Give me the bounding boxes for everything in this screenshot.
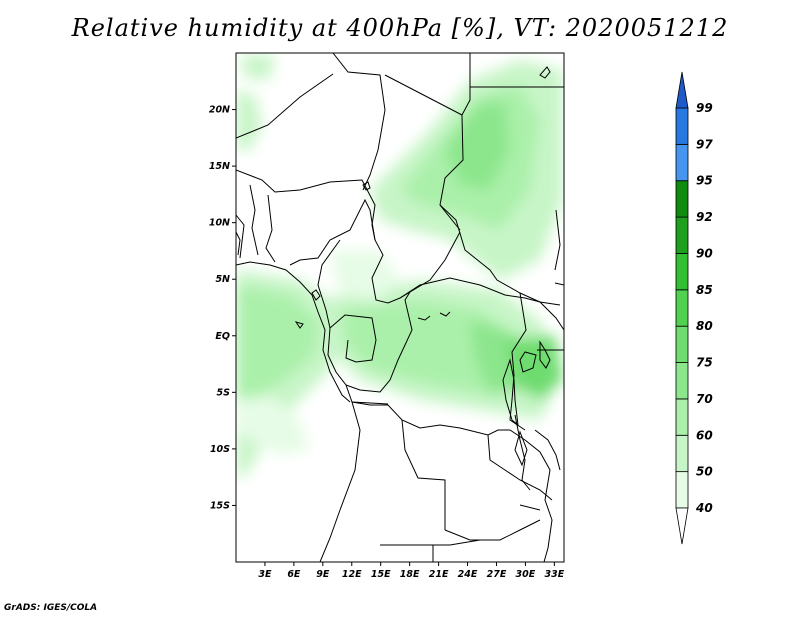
lat-tick-label: 10N [209, 218, 230, 229]
colorbar: 40 50 60 70 75 80 85 90 92 95 97 99 [675, 71, 713, 545]
colorbar-box [675, 434, 689, 473]
colorbar-box [675, 143, 689, 182]
lon-tick-label: 30E [516, 569, 536, 580]
humidity-field [236, 55, 563, 480]
latitude-axis: 20N 15N 10N 5N EQ 5S 10S 15S [209, 105, 236, 511]
colorbar-label: 75 [696, 356, 713, 370]
lon-tick-label: 18E [400, 569, 420, 580]
lat-tick-label: 15N [209, 161, 230, 172]
colorbar-label: 90 [696, 246, 713, 260]
colorbar-label: 60 [696, 428, 713, 442]
lon-tick-label: 9E [316, 569, 330, 580]
colorbar-label: 70 [696, 392, 713, 406]
colorbar-bottom-arrow [675, 507, 689, 545]
colorbar-box [675, 253, 689, 291]
longitude-axis: 3E 6E 9E 12E 15E 18E 21E 24E 27E 30E 33E [258, 562, 565, 580]
lon-tick-label: 6E [287, 569, 301, 580]
colorbar-box [675, 180, 689, 218]
colorbar-box [675, 362, 689, 400]
colorbar-box [675, 398, 689, 436]
colorbar-label: 85 [696, 283, 713, 297]
colorbar-box [675, 471, 689, 509]
lon-tick-label: 21E [429, 569, 449, 580]
colorbar-label: 80 [696, 319, 713, 333]
lon-tick-label: 24E [458, 569, 478, 580]
lon-tick-label: 27E [487, 569, 507, 580]
colorbar-label: 97 [696, 137, 713, 151]
lon-tick-label: 33E [544, 569, 564, 580]
lon-tick-label: 3E [258, 569, 272, 580]
colorbar-label: 50 [696, 465, 713, 479]
map-title: Relative humidity at 400hPa [%], VT: 202… [71, 14, 729, 42]
colorbar-label: 92 [696, 210, 713, 224]
lat-tick-label: 15S [210, 500, 230, 511]
lat-tick-label: 5N [215, 274, 230, 285]
grads-credit: GrADS: IGES/COLA [4, 603, 98, 613]
colorbar-label: 95 [696, 174, 713, 188]
lat-tick-label: EQ [215, 331, 230, 342]
lat-tick-label: 5S [217, 387, 231, 398]
colorbar-box [675, 289, 689, 327]
colorbar-box [675, 325, 689, 363]
colorbar-box [675, 107, 689, 145]
colorbar-top-arrow [675, 71, 689, 109]
lat-tick-label: 10S [210, 444, 230, 455]
country-borders [236, 53, 564, 562]
lon-tick-label: 15E [371, 569, 391, 580]
colorbar-label: 99 [696, 101, 713, 115]
colorbar-box [675, 216, 689, 254]
colorbar-label: 40 [695, 501, 713, 515]
lat-tick-label: 20N [209, 105, 230, 116]
map-frame [235, 52, 565, 563]
lon-tick-label: 12E [342, 569, 362, 580]
